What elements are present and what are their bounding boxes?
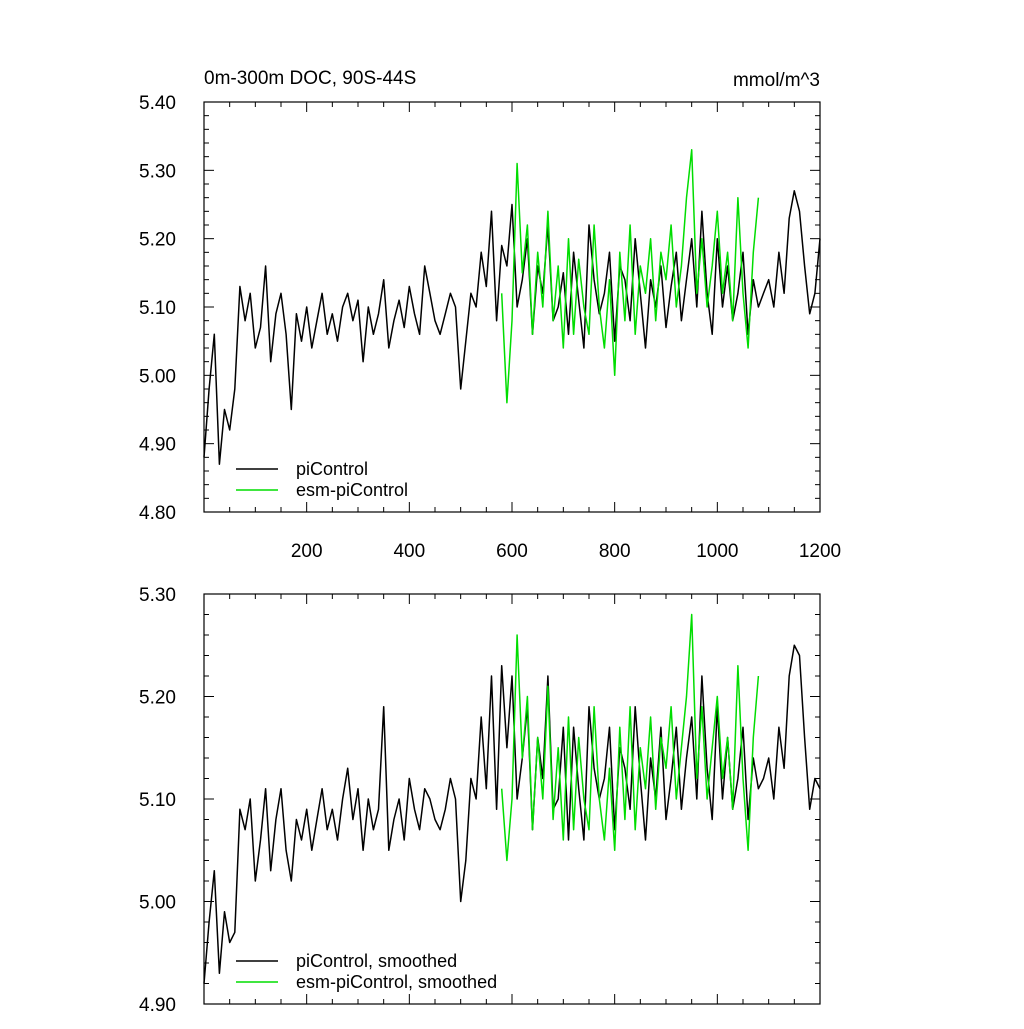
bottom-plot-frame (203, 593, 821, 1005)
top-y-tick-label: 5.30 (139, 161, 176, 182)
bottom-y-tick-label: 4.90 (139, 995, 176, 1016)
top-panel: 0m-300m DOC, 90S-44S mmol/m^3 200 400 600 8… (139, 68, 841, 562)
top-legend: piControl esm-piControl (236, 459, 408, 500)
top-x-tick-label: 600 (496, 541, 528, 562)
bottom-legend-label-picontrol: piControl, smoothed (296, 951, 457, 971)
bottom-y-tick-label: 5.20 (139, 688, 176, 709)
top-y-tick-label: 5.10 (139, 298, 176, 319)
top-y-tick-label: 5.20 (139, 230, 176, 251)
top-x-tick-label: 1000 (696, 541, 738, 562)
top-x-tick-label: 1200 (799, 541, 841, 562)
bottom-panel: 4.90 5.00 5.10 5.20 5.30 piControl, smoothed… (139, 585, 821, 1016)
top-chart-title: 0m-300m DOC, 90S-44S (204, 68, 416, 89)
top-y-tick-label: 4.90 (139, 435, 176, 456)
top-series-line-picontrol (203, 190, 821, 465)
top-y-tick-label: 5.00 (139, 366, 176, 387)
bottom-series-line-picontrol (203, 644, 821, 984)
bottom-y-tick-label: 5.10 (139, 790, 176, 811)
top-chart-units: mmol/m^3 (733, 70, 820, 91)
top-legend-label-esm-picontrol: esm-piControl (296, 480, 408, 500)
top-series-line-esm-picontrol (500, 149, 760, 404)
top-x-tick-label: 800 (599, 541, 631, 562)
top-x-tick-label: 200 (291, 541, 323, 562)
top-y-tick-label: 4.80 (139, 503, 176, 524)
top-legend-label-picontrol: piControl (296, 459, 368, 479)
bottom-series-line-esm-picontrol (500, 613, 760, 862)
bottom-y-tick-label: 5.00 (139, 893, 176, 914)
bottom-legend: piControl, smoothed esm-piControl, smoot… (236, 951, 497, 992)
top-y-tick-label: 5.40 (139, 93, 176, 114)
top-x-tick-label: 400 (393, 541, 425, 562)
bottom-legend-label-esm-picontrol: esm-piControl, smoothed (296, 972, 497, 992)
bottom-y-tick-label: 5.30 (139, 585, 176, 606)
top-plot-area: 200 400 600 800 1000 1200 4.80 4.90 5.00 5.10 5.20… (139, 93, 841, 562)
bottom-plot-area: 4.90 5.00 5.10 5.20 5.30 (139, 585, 821, 1016)
top-plot-frame (203, 101, 821, 513)
